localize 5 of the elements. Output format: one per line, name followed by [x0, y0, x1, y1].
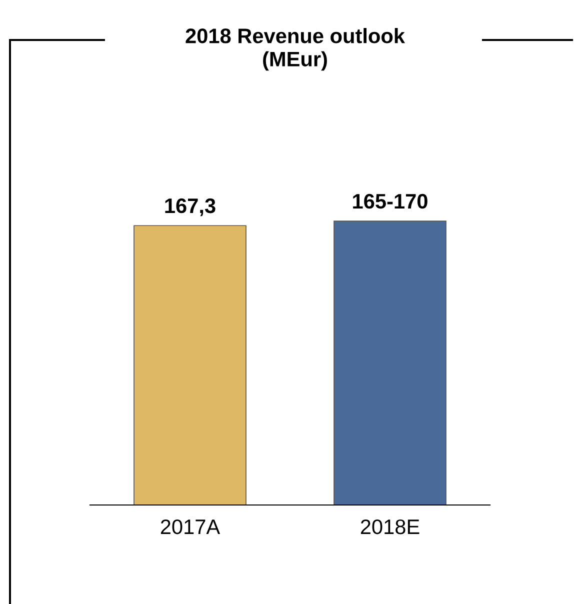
- x-tick-label: 2017A: [160, 519, 220, 534]
- x-tick-label: 2018E: [360, 519, 420, 534]
- data-label: 165-170: [353, 194, 428, 209]
- data-label: 167,3: [165, 198, 216, 216]
- chart-title: 2018 Revenue outlook (MEur): [186, 28, 406, 71]
